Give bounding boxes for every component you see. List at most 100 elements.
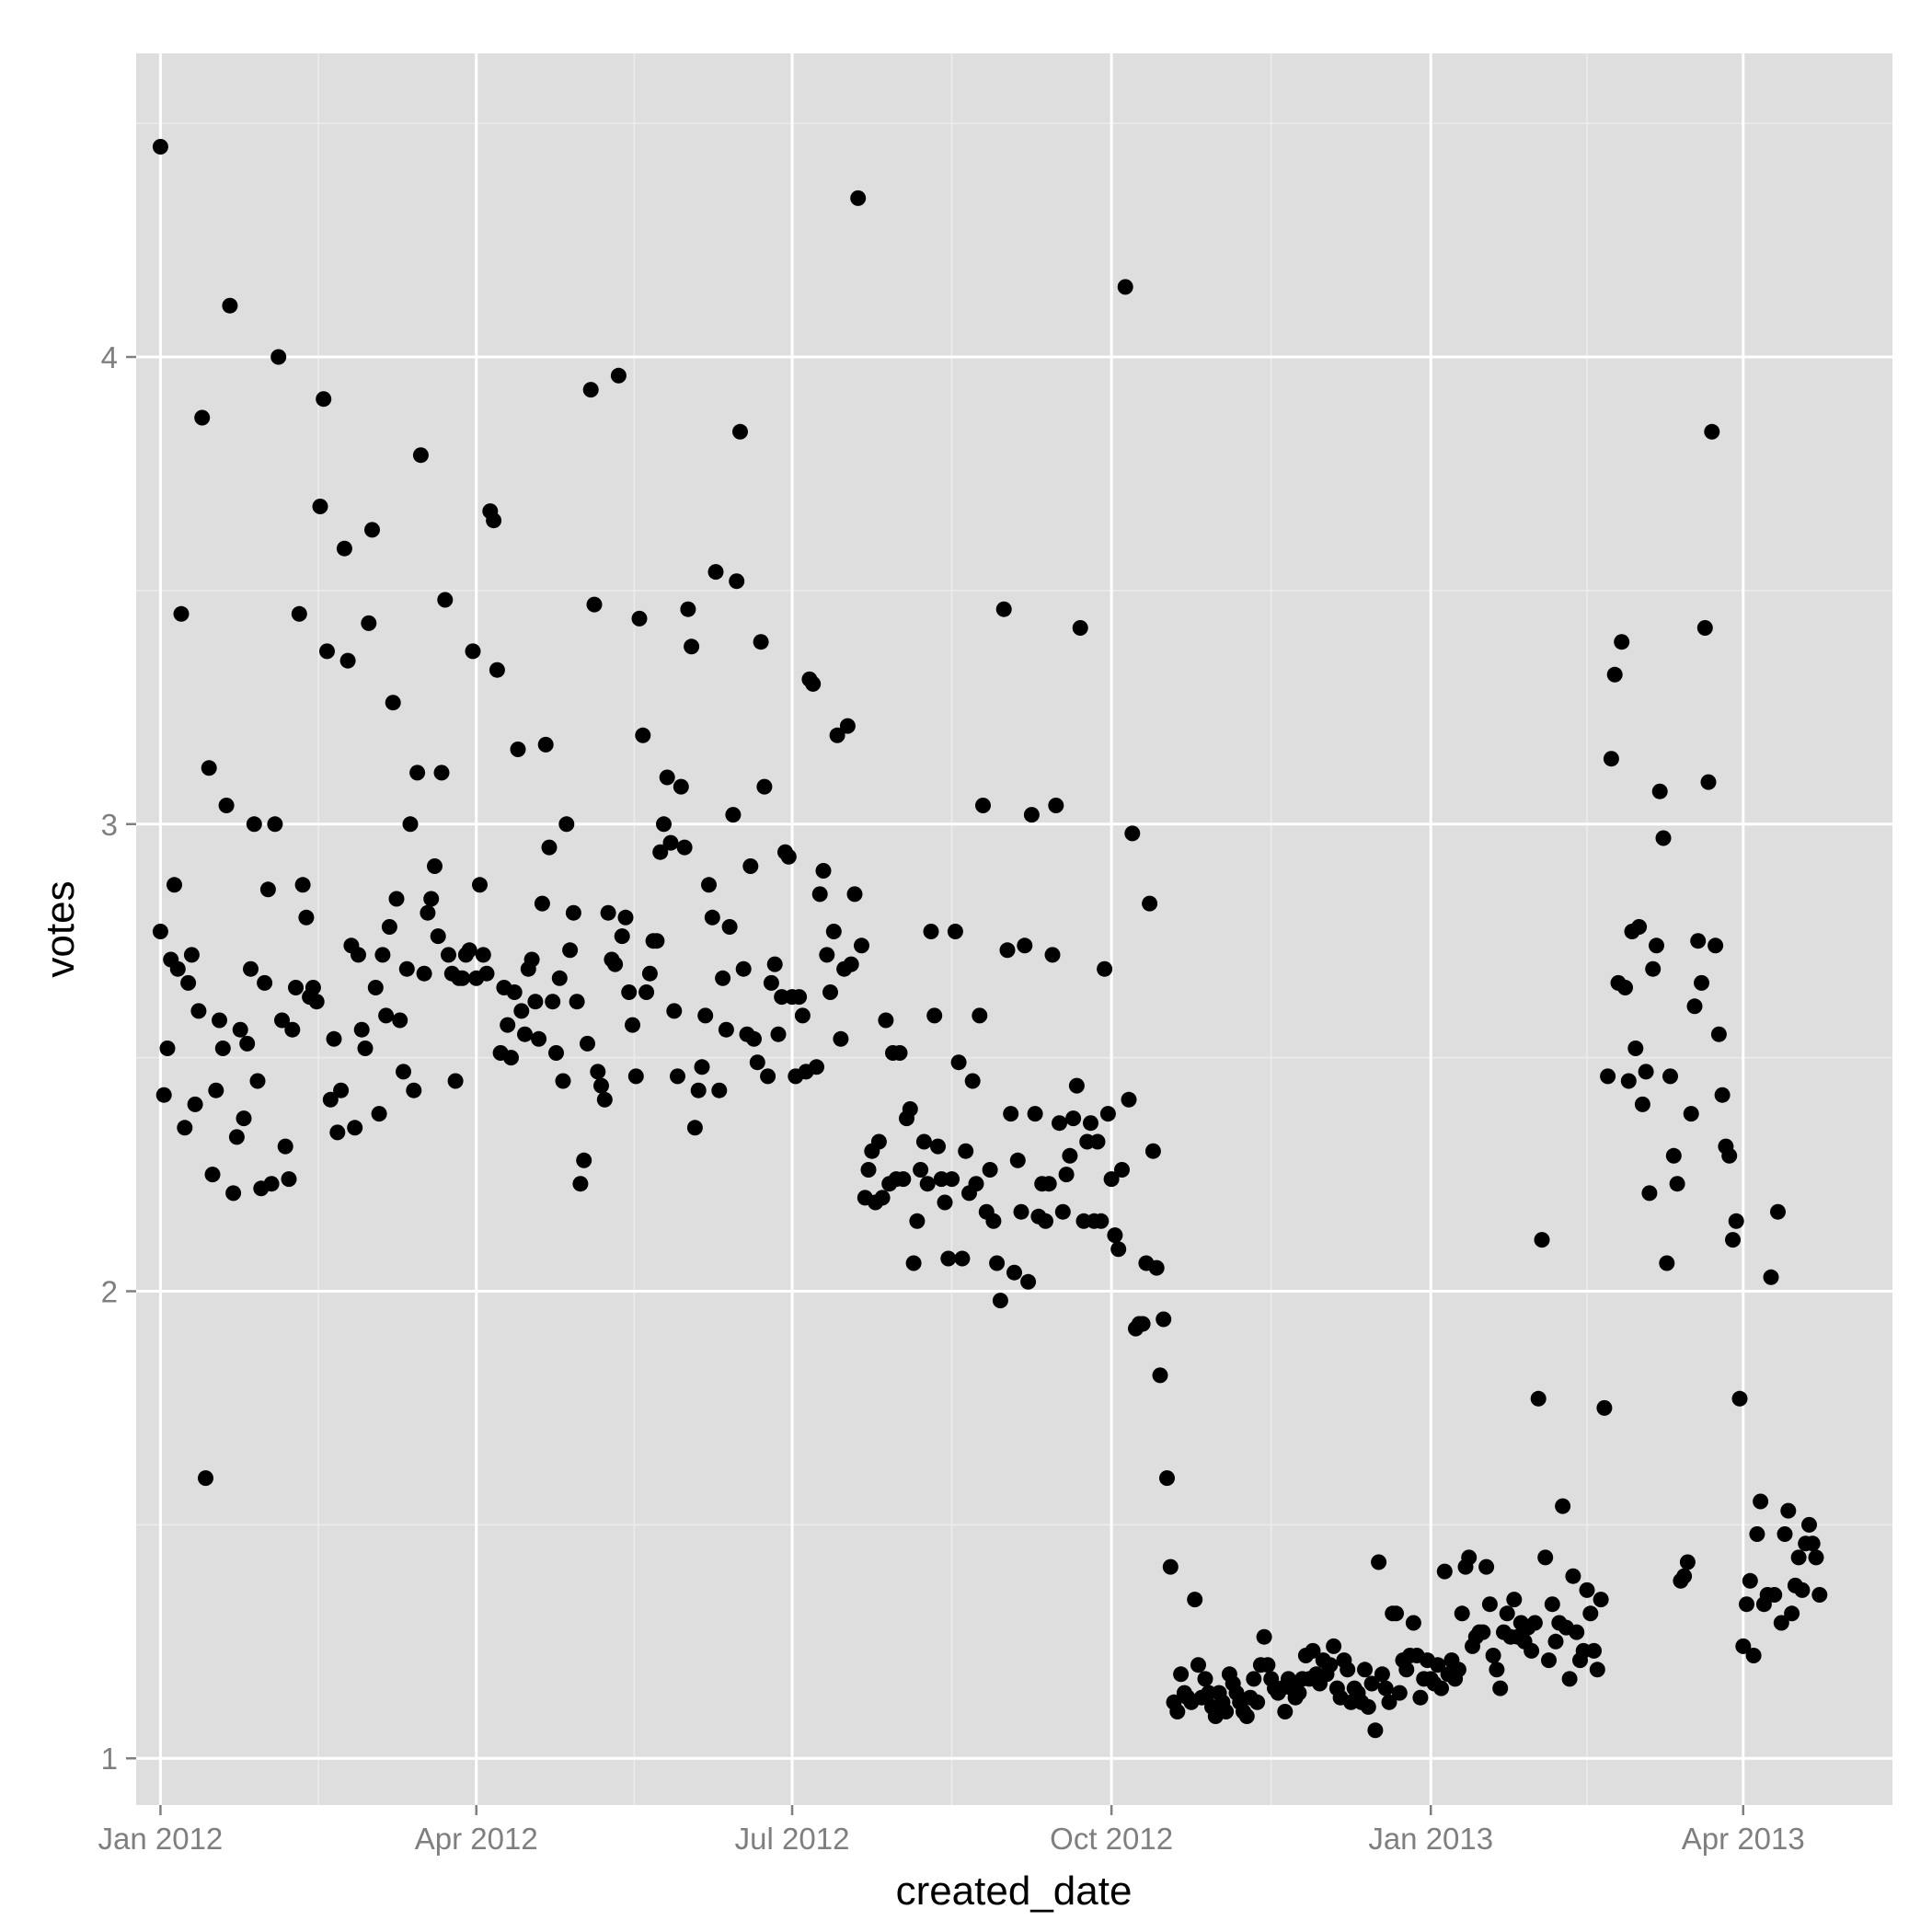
x-tick-label: Apr 2013 [1682,1822,1805,1856]
data-point [1582,1605,1599,1622]
data-point [288,980,304,995]
data-point [1097,960,1113,977]
data-point [1485,1648,1501,1663]
data-point [218,798,235,813]
data-point [430,928,446,945]
data-point [1041,1176,1057,1192]
data-point [576,1152,592,1168]
data-point [975,798,991,813]
data-point [1526,1615,1543,1631]
data-point [690,1082,707,1098]
data-point [506,984,523,1000]
data-point [753,634,769,650]
data-point [839,718,856,734]
data-point [1745,1648,1762,1663]
data-point [913,1162,929,1178]
plot-panel [136,53,1892,1805]
data-point [385,695,401,711]
data-point [711,1082,728,1098]
data-point [1089,1133,1106,1150]
data-point [833,1030,849,1047]
data-point [406,1082,422,1098]
data-point [972,1007,988,1024]
data-point [308,994,325,1010]
data-point [1142,895,1158,912]
data-point [565,904,581,921]
data-point [1579,1581,1595,1598]
data-point [1589,1662,1605,1678]
data-point [596,1091,613,1108]
data-point [398,960,415,977]
data-point [1544,1596,1560,1613]
data-point [746,1030,762,1047]
data-point [1537,1549,1554,1566]
data-point [1811,1587,1828,1603]
data-point [1083,1115,1098,1132]
data-point [1052,1115,1067,1132]
data-point [1159,1470,1175,1487]
data-point [364,522,380,538]
data-point [249,1073,266,1089]
data-point [1017,937,1033,954]
data-point [180,974,197,991]
data-point [1641,1185,1658,1202]
data-point [1725,1232,1741,1248]
x-axis: Jan 2012 Apr 2012 Jul 2012 Oct 2012 Jan 2013… [98,1805,1805,1856]
data-point [412,447,429,464]
data-point [909,1213,926,1229]
data-point [169,960,186,977]
data-point [1735,1638,1752,1654]
data-point [353,1021,370,1038]
data-point [870,1133,887,1150]
data-point [1620,1073,1637,1089]
data-point [537,736,554,753]
data-point [1749,1526,1765,1542]
data-point [562,942,579,959]
data-point [531,1030,547,1047]
data-point [555,1073,571,1089]
data-points [152,139,1828,1739]
data-point [433,765,450,781]
data-point [1617,980,1633,995]
data-point [794,1007,811,1024]
data-point [1770,1203,1786,1220]
data-point [475,947,491,963]
data-point [989,1255,1006,1271]
data-point [1020,1273,1037,1290]
data-point [822,984,838,1000]
data-point [392,1012,408,1029]
data-point [284,1021,301,1038]
data-point [815,863,832,879]
data-point [277,1138,293,1155]
data-point [1690,933,1707,949]
data-point [523,951,540,968]
data-point [329,1124,346,1141]
data-point [829,727,845,743]
y-axis-title: votes [38,880,83,977]
data-point [1357,1662,1373,1678]
data-point [198,1470,213,1487]
data-point [1696,620,1713,636]
data-point [874,1190,891,1206]
data-point [1686,998,1703,1015]
data-point [1593,1592,1609,1608]
data-point [548,1045,564,1061]
data-point [749,1054,765,1071]
data-point [1638,1064,1654,1080]
data-point [590,1064,606,1080]
data-point [381,919,397,935]
data-point [593,1077,609,1094]
data-point [420,904,436,921]
data-point [1277,1704,1294,1719]
data-point [1405,1615,1421,1631]
data-point [274,1012,290,1029]
data-point [947,924,963,939]
data-point [1728,1213,1744,1229]
data-point [680,601,696,617]
data-point [1808,1549,1824,1566]
data-point [895,1171,912,1188]
data-point [1044,947,1061,963]
data-point [1475,1624,1491,1640]
data-point [1499,1605,1515,1622]
